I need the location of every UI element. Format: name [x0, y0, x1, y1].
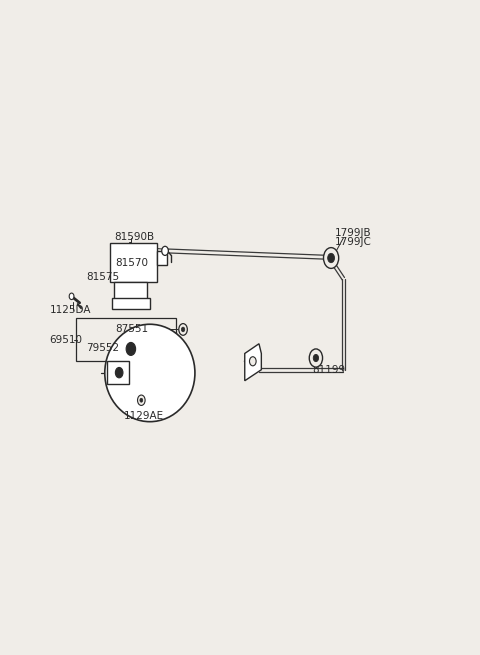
Text: 1125DA: 1125DA — [50, 305, 92, 315]
Circle shape — [140, 398, 143, 402]
Circle shape — [324, 248, 339, 269]
Text: 1799JC: 1799JC — [335, 236, 372, 247]
Text: 87551: 87551 — [116, 324, 149, 334]
Text: 81570: 81570 — [116, 257, 149, 267]
Circle shape — [250, 357, 256, 365]
Text: 1129AE: 1129AE — [124, 411, 164, 421]
Bar — [157, 251, 168, 265]
Circle shape — [115, 367, 123, 378]
Circle shape — [179, 324, 187, 335]
Circle shape — [328, 253, 335, 263]
Circle shape — [313, 354, 319, 362]
Bar — [76, 318, 176, 361]
Bar — [107, 362, 129, 384]
Ellipse shape — [105, 324, 195, 422]
Bar — [114, 282, 147, 300]
Circle shape — [181, 327, 185, 332]
Circle shape — [162, 246, 168, 255]
Text: 81590B: 81590B — [114, 232, 155, 242]
Circle shape — [309, 349, 323, 367]
Circle shape — [69, 293, 74, 299]
Text: 81199: 81199 — [312, 365, 346, 375]
Polygon shape — [245, 344, 261, 381]
Bar — [112, 297, 150, 309]
Text: 1799JB: 1799JB — [335, 229, 372, 238]
Text: 81575: 81575 — [86, 272, 119, 282]
Circle shape — [126, 343, 136, 356]
Bar — [109, 243, 157, 282]
Circle shape — [137, 395, 145, 405]
Text: 79552: 79552 — [86, 343, 119, 353]
Text: 69510: 69510 — [49, 335, 82, 345]
